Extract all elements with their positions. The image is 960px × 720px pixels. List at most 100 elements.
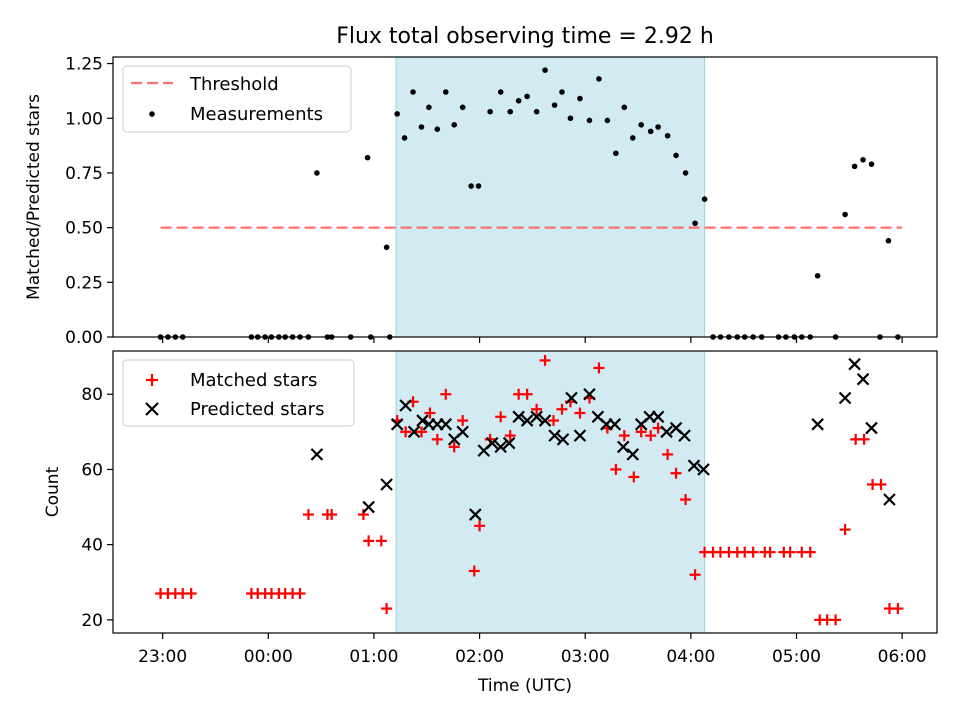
bottom-legend-box [122,359,355,427]
measurement-point [567,115,574,122]
measurement-point [533,108,540,115]
predicted-star-point [494,440,507,454]
measurement-point [542,67,548,73]
matched-star-point [574,407,586,419]
top-x-axis-ticks [162,337,903,343]
measurement-point [442,89,449,95]
bottom-shaded-interval [395,350,706,634]
bottom-legend: Matched stars Predicted stars [122,359,355,427]
predicted-star-point [660,425,673,439]
predicted-star-point [616,440,630,454]
top-y-axis-label: Matched/Predicted stars [24,94,44,300]
predicted-star-point [380,478,393,491]
bottom-panel: 20 40 60 80 23:00 00:00 01:00 02:00 03:00 04:00 0… [43,350,938,696]
y-tick-label: 1.00 [65,109,103,129]
matched-star-point [618,430,630,442]
matched-star-point [531,403,543,415]
matched-star-point [521,388,533,400]
legend-matched-label: Matched stars [190,370,317,391]
matched-star-point [858,433,870,445]
predicted-star-point [548,429,561,442]
measurement-point [426,104,432,111]
measurement-point [475,183,482,189]
measurement-point [507,108,514,115]
measurement-point [394,111,400,117]
predicted-star-point [883,493,896,506]
measurement-point [842,211,848,218]
matched-star-point [302,509,314,521]
bottom-y-axis-ticks: 20 40 60 80 [81,385,113,631]
matched-star-point [440,388,452,400]
predicted-star-point [856,372,870,386]
matched-star-point [670,467,682,479]
top-panel: 0.00 0.25 0.50 0.75 1.00 1.25 Matched/Predict… [24,55,938,348]
predicted-star-point [416,414,429,427]
predicted-stars-points [310,357,896,521]
matched-star-point [830,614,842,626]
matched-star-point [484,433,496,445]
chart-title: Flux total observing time = 2.92 h [336,24,714,49]
predicted-star-point [538,414,552,427]
predicted-star-point [485,436,499,450]
matched-star-point [875,478,887,490]
y-tick-label: 0.75 [65,164,103,184]
x-axis-label: Time (UTC) [477,676,572,696]
matched-star-point [556,403,568,415]
matched-star-point [662,448,674,460]
predicted-star-point [626,448,640,461]
measurement-point [885,237,892,244]
predicted-star-point [310,448,324,461]
top-shaded-interval [395,56,706,338]
matched-star-point [635,426,647,438]
matched-star-point [431,433,443,445]
measurement-point [692,220,698,227]
matched-star-point [747,546,759,558]
matched-star-point [294,588,306,600]
legend-predicted-label: Predicted stars [190,399,324,420]
matched-star-point [400,426,412,438]
measurement-point [682,170,689,176]
matched-star-point [495,411,507,423]
matched-star-point [357,509,369,521]
predicted-star-point [439,418,453,431]
bottom-x-axis-ticks: 23:00 00:00 01:00 02:00 03:00 04:00 05:00 06:00 [138,633,927,667]
legend-matched-swatch [146,374,158,386]
bottom-plot-frame [112,350,938,634]
measurement-point [487,108,493,115]
predicted-star-point [520,414,534,427]
predicted-star-point [865,421,878,435]
predicted-star-point [362,500,375,514]
y-tick-label: 60 [81,460,103,480]
measurement-point [451,122,458,128]
predicted-star-point [456,425,469,439]
measurement-point [418,124,425,130]
predicted-star-point [838,391,852,405]
measurement-point [434,126,441,132]
legend-predicted-swatch [145,402,159,416]
matched-star-point [375,535,387,547]
matched-star-point [784,546,796,558]
measurement-point [459,104,466,111]
y-tick-label: 0.00 [65,328,103,348]
measurement-point [577,95,583,102]
measurement-point [497,89,504,95]
measurement-point [383,244,390,251]
matched-stars-points [155,354,904,626]
predicted-star-point [697,463,710,476]
matched-star-point [689,569,701,581]
measurement-point [860,157,866,163]
x-tick-label: 02:00 [455,647,504,667]
measurement-point [664,132,671,139]
matched-star-point [457,415,469,427]
measurement-point [401,135,408,141]
measurement-point [604,117,611,124]
predicted-star-point [399,399,412,412]
legend-measurements-swatch [149,111,155,117]
measurement-point [410,89,416,95]
y-tick-label: 20 [81,611,103,631]
measurement-point [647,128,654,135]
measurement-point [868,161,875,167]
x-tick-label: 01:00 [349,647,398,667]
measurement-point [364,154,371,161]
matched-star-point [539,354,551,366]
